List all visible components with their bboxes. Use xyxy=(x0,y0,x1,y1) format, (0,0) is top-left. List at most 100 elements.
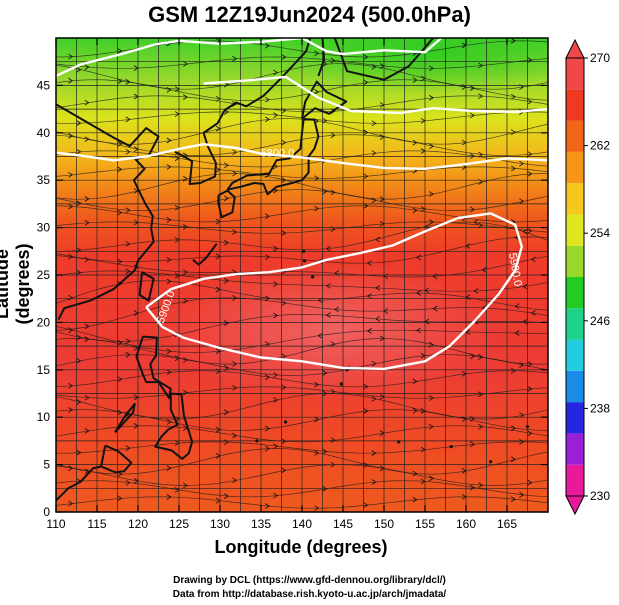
wind-arrow xyxy=(322,370,328,376)
y-tick-label: 10 xyxy=(37,410,51,424)
wind-arrow xyxy=(166,494,172,500)
coastline-segment xyxy=(56,103,160,321)
wind-arrow xyxy=(84,256,90,263)
warm-anomaly-center xyxy=(160,260,500,400)
wind-arrow xyxy=(478,151,484,158)
wind-arrow xyxy=(322,448,328,455)
wind-arrow xyxy=(469,206,475,213)
wind-arrow xyxy=(314,450,320,456)
wind-arrow xyxy=(412,407,418,414)
wind-arrow xyxy=(125,268,131,275)
coastline-segment xyxy=(174,109,226,185)
coastline-segment xyxy=(226,118,320,196)
wind-arrow xyxy=(473,219,479,226)
x-tick-label: 125 xyxy=(169,517,189,531)
wind-arrow xyxy=(264,503,270,509)
wind-arrow xyxy=(68,253,74,260)
wind-arrow xyxy=(68,294,74,301)
wind-arrow xyxy=(481,267,487,273)
wind-arrow xyxy=(68,465,74,472)
wind-arrow xyxy=(273,443,279,450)
wind-arrow xyxy=(84,136,90,143)
wind-arrow xyxy=(281,467,287,474)
wind-arrow xyxy=(125,351,131,358)
wind-arrow xyxy=(76,269,82,276)
wind-arrow xyxy=(416,290,422,296)
wind-arrow xyxy=(166,278,172,285)
wind-arrow xyxy=(166,137,172,144)
wind-arrow xyxy=(469,112,475,119)
wind-arrow xyxy=(76,200,82,207)
wind-arrow xyxy=(527,98,533,105)
wind-arrow xyxy=(428,395,434,401)
coastline-segment xyxy=(56,465,102,502)
wind-arrow xyxy=(232,55,238,62)
wind-arrow xyxy=(522,283,528,290)
wind-arrow xyxy=(166,465,172,471)
colorbar-tick-label: 262 xyxy=(590,139,610,153)
cold-anomaly-north xyxy=(280,38,548,94)
wind-arrow xyxy=(510,456,516,463)
colorbar-cell xyxy=(566,433,584,465)
y-tick-label: 25 xyxy=(37,268,51,282)
wind-arrow xyxy=(334,306,340,313)
wind-arrow xyxy=(182,94,188,100)
wind-arrow xyxy=(428,191,434,197)
wind-arrow xyxy=(416,327,422,334)
x-tick-label: 145 xyxy=(333,517,353,531)
wind-arrow xyxy=(76,247,82,254)
wind-arrow xyxy=(166,256,172,263)
wind-arrow xyxy=(363,462,369,468)
wind-arrow xyxy=(223,195,229,202)
coastline-segment xyxy=(333,38,434,81)
wind-arrow xyxy=(232,361,238,367)
wind-arrow xyxy=(412,496,418,503)
wind-arrow xyxy=(125,207,131,214)
wind-arrow xyxy=(273,245,279,252)
wind-arrow xyxy=(68,77,74,84)
colorbar-cell xyxy=(566,308,584,340)
wind-arrow xyxy=(519,412,525,419)
colorbar: 270 262 254 246 238 230 xyxy=(565,38,610,516)
wind-arrow xyxy=(84,394,90,401)
wind-arrow xyxy=(223,320,229,326)
y-tick-label: 5 xyxy=(43,458,50,472)
wind-arrow xyxy=(125,241,131,247)
wind-arrow xyxy=(330,189,336,196)
wind-arrow xyxy=(412,77,418,83)
wind-arrow xyxy=(273,69,279,76)
coastline-segment xyxy=(224,38,312,111)
wind-arrow xyxy=(68,382,74,389)
wind-arrow xyxy=(314,50,320,57)
wind-arrow xyxy=(375,236,381,243)
wind-arrow xyxy=(182,224,188,230)
colorbar-cell xyxy=(566,464,584,496)
wind-arrow xyxy=(117,376,123,383)
y-tick-label: 0 xyxy=(43,505,50,519)
wind-arrow xyxy=(125,79,131,85)
wind-arrow xyxy=(182,298,188,304)
wind-arrow xyxy=(514,303,520,310)
coastline-segment xyxy=(301,80,348,120)
wind-arrow xyxy=(84,99,90,106)
wind-arrow xyxy=(363,54,369,60)
wind-arrow xyxy=(166,348,172,355)
wind-arrow xyxy=(510,367,516,374)
map-title: GSM 12Z19Jun2024 (500.0hPa) xyxy=(148,2,471,27)
wind-arrow xyxy=(366,293,372,299)
wind-arrow xyxy=(125,338,131,345)
wind-arrow xyxy=(366,260,372,266)
wind-arrow xyxy=(273,312,279,319)
wind-arrow xyxy=(314,381,320,388)
wind-arrow xyxy=(469,85,475,91)
wind-arrow xyxy=(84,64,90,70)
island xyxy=(302,249,306,253)
coastline-segment xyxy=(217,189,236,219)
wind-arrow xyxy=(519,439,525,445)
wind-arrow xyxy=(273,492,279,499)
x-tick-label: 160 xyxy=(456,517,476,531)
wind-arrow xyxy=(125,116,131,123)
wind-arrow xyxy=(232,295,238,301)
wind-arrow xyxy=(478,354,484,360)
